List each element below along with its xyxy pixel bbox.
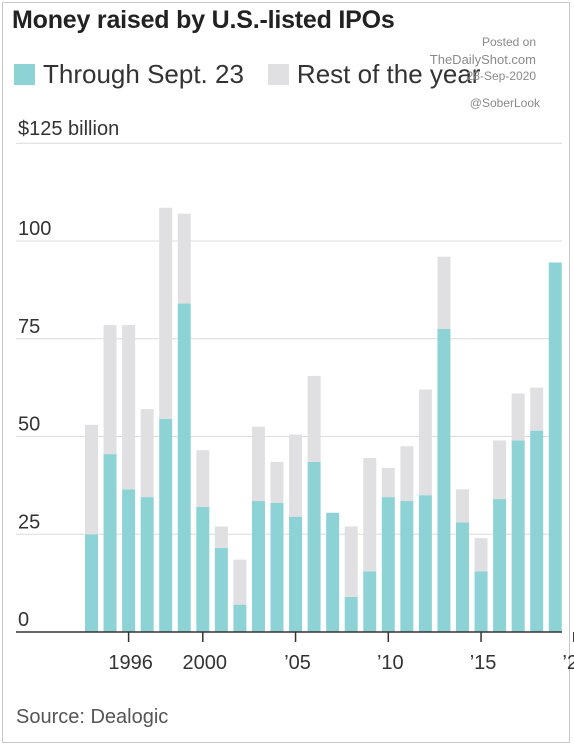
bar-rest-2005 — [289, 434, 303, 517]
bar-through-2018 — [530, 430, 544, 632]
x-tick-label-2020: ’20 — [562, 652, 574, 674]
bar-through-2001 — [214, 547, 228, 632]
bar-rest-2002 — [233, 559, 247, 605]
bar-through-1994 — [85, 534, 98, 632]
bar-rest-2000 — [196, 450, 210, 507]
x-tick-label-1996: 1996 — [108, 652, 153, 674]
bar-through-2015 — [474, 571, 488, 632]
bar-through-2004 — [270, 502, 284, 632]
bar-rest-2001 — [214, 526, 228, 548]
bar-through-1997 — [140, 497, 154, 632]
bar-rest-2014 — [456, 489, 469, 523]
watermark: Posted on TheDailyShot.com 28-Sep-2020 — [430, 34, 536, 85]
legend-item-through-sept: Through Sept. 23 — [14, 59, 244, 90]
watermark-site: TheDailyShot.com — [429, 52, 536, 67]
bar-rest-2003 — [251, 426, 265, 502]
y-axis-unit-label: $125 billion — [18, 118, 120, 140]
bar-through-2012 — [418, 495, 432, 632]
bar-rest-1999 — [177, 213, 191, 304]
bar-through-2019 — [548, 262, 562, 632]
y-tick-label-100: 100 — [18, 218, 51, 240]
bar-through-2005 — [289, 516, 303, 632]
bar-rest-2016 — [493, 440, 507, 500]
bar-through-2008 — [344, 596, 358, 632]
bar-through-2010 — [381, 497, 395, 632]
bar-through-2000 — [196, 506, 210, 632]
bar-rest-2004 — [270, 461, 284, 503]
bar-rest-1998 — [159, 207, 173, 419]
bar-rest-2013 — [437, 256, 451, 329]
bar-through-1999 — [177, 303, 191, 632]
bar-rest-2008 — [344, 526, 358, 597]
y-tick-label-25: 25 — [18, 511, 40, 533]
bar-through-2006 — [307, 461, 321, 632]
bar-through-2016 — [493, 499, 507, 632]
source-note: Source: Dealogic — [16, 706, 169, 728]
watermark-date: 28-Sep-2020 — [466, 69, 536, 83]
x-tick-label-2000: 2000 — [183, 652, 228, 674]
bar-rest-2006 — [307, 375, 321, 462]
chart-title: Money raised by U.S.-listed IPOs — [12, 6, 395, 34]
bar-through-2003 — [251, 501, 265, 632]
bar-rest-1994 — [85, 424, 98, 535]
legend-swatch-through-sept — [14, 63, 35, 85]
bar-rest-2010 — [381, 467, 395, 498]
bar-through-2011 — [400, 501, 414, 632]
x-tick-label-2005: ’05 — [284, 652, 311, 674]
bar-through-1998 — [159, 418, 173, 632]
bar-rest-1996 — [122, 325, 136, 490]
bar-through-1995 — [103, 454, 117, 632]
bar-rest-1995 — [103, 325, 117, 455]
bar-rest-2012 — [418, 389, 432, 496]
y-tick-label-50: 50 — [18, 414, 40, 436]
bar-through-2013 — [437, 328, 451, 632]
legend-label-rest-of-year: Rest of the year — [296, 58, 481, 89]
legend-item-rest-of-year: Rest of the year — [267, 58, 481, 90]
bar-through-1996 — [122, 489, 136, 632]
x-tick-label-2015: ’15 — [470, 652, 497, 674]
bar-through-2009 — [363, 571, 377, 632]
bar-rest-2017 — [511, 393, 525, 441]
bar-through-2002 — [233, 604, 247, 632]
y-tick-label-75: 75 — [18, 316, 40, 338]
bar-rest-2011 — [400, 446, 414, 502]
bar-through-2017 — [511, 440, 525, 632]
bar-rest-2015 — [474, 538, 488, 572]
watermark-posted: Posted on — [481, 35, 536, 49]
y-tick-label-0: 0 — [18, 609, 29, 631]
legend-swatch-rest-of-year — [267, 63, 289, 85]
bar-rest-2009 — [363, 458, 377, 572]
bar-through-2007 — [326, 512, 340, 632]
legend: Through Sept. 23 Rest of the year — [14, 58, 504, 90]
bar-through-2014 — [456, 522, 469, 632]
bar-rest-1997 — [140, 409, 154, 498]
x-tick-label-2010: ’10 — [377, 652, 404, 674]
bar-rest-2018 — [530, 387, 544, 431]
watermark-handle: @SoberLook — [469, 96, 540, 110]
legend-label-through-sept: Through Sept. 23 — [43, 58, 244, 89]
